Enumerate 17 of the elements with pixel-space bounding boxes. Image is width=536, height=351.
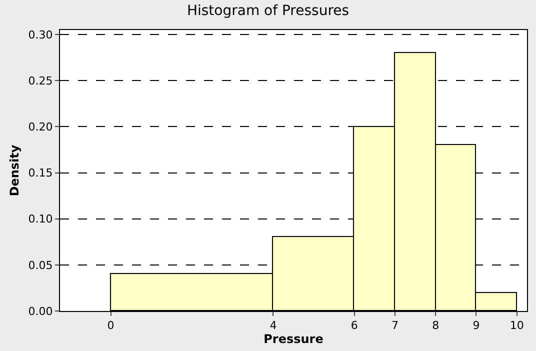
x-tick-label: 8 [432,319,440,332]
y-tick-label: 0.25 [28,74,53,88]
y-tick-label: 0.20 [28,120,53,134]
y-axis-title: Density [8,144,22,196]
x-tick-label: 4 [270,319,277,332]
x-tick-label: 7 [392,319,399,332]
x-tick-label: 6 [350,319,358,332]
y-tick-label: 0.30 [28,28,53,42]
x-tick-label: 9 [472,319,480,332]
chart-title: Histogram of Pressures [186,3,350,20]
y-tick-label: 0.05 [28,258,53,272]
x-tick-label: 0 [107,319,114,332]
y-tick-label: 0.10 [28,212,53,226]
y-tick-label: 0.00 [28,304,53,318]
y-tick-label: 0.15 [28,166,53,180]
x-tick-label: 10 [510,319,524,332]
x-axis-title: Pressure [264,332,324,346]
